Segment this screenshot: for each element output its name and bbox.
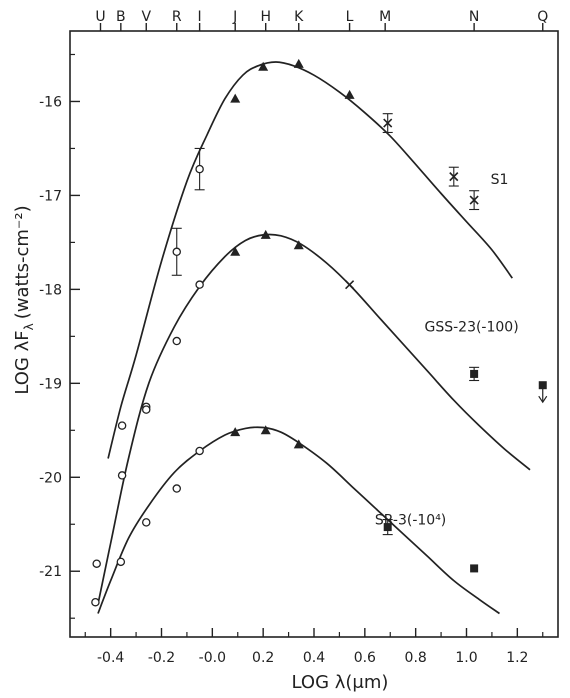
data-point-triangle <box>293 240 304 250</box>
series-labels: S1 GSS-23(-100) SR-3(-10⁴) <box>375 172 519 528</box>
y-tick-label: -18 <box>39 282 62 298</box>
x-axis-ticks: -0.4 -0.2 -0.0 0.2 0.4 0.6 0.8 1.0 1.2 <box>84 628 544 666</box>
series-label: GSS-23(-100) <box>424 320 518 336</box>
data-point-cross <box>469 195 479 205</box>
upper-limit-arrowhead <box>538 395 548 404</box>
data-point-circle <box>116 557 126 567</box>
x-tick-label: 1.2 <box>506 650 528 666</box>
series-label: S1 <box>491 172 509 188</box>
band-label: V <box>141 9 151 25</box>
y-axis-label-subscript: λ <box>22 323 36 330</box>
data-point-circle <box>195 280 204 289</box>
data-point-circle <box>117 471 127 480</box>
data-point-circle <box>172 247 181 257</box>
model-curve <box>97 233 531 605</box>
data-point-square <box>538 381 547 390</box>
data-point-square <box>470 369 479 378</box>
data-point-square <box>470 564 479 573</box>
data-point-circle <box>172 336 181 346</box>
x-tick-label: 0.8 <box>405 650 427 666</box>
data-point-circle <box>195 446 204 456</box>
data-point-circle <box>141 405 151 414</box>
band-label: B <box>116 9 126 25</box>
band-label: L <box>346 9 354 25</box>
y-tick-label: -21 <box>39 564 62 580</box>
data-point-cross <box>345 280 355 290</box>
data-point-circle <box>117 421 127 430</box>
data-point-square <box>383 523 392 532</box>
band-label: M <box>379 9 391 25</box>
data-point-triangle <box>230 93 241 103</box>
y-tick-label: -20 <box>39 470 62 486</box>
data-point-circle <box>195 164 204 174</box>
data-point-triangle <box>344 89 355 99</box>
data-point-cross <box>449 172 459 182</box>
data-point-circle <box>172 484 181 493</box>
data-point-triangle <box>260 229 271 239</box>
y-axis-ticks: -16 -17 -18 -19 -20 -21 <box>39 53 80 619</box>
y-axis-label: LOG λFλ (watts-cm⁻²) <box>12 205 36 394</box>
band-label: Q <box>537 9 548 25</box>
data-point-cross <box>383 118 393 128</box>
band-label: N <box>469 9 479 25</box>
band-label: J <box>232 9 237 25</box>
x-tick-label: -0.0 <box>199 650 226 666</box>
band-label: R <box>172 9 182 25</box>
x-tick-label: 0.2 <box>252 650 274 666</box>
data-point-circle <box>141 518 151 527</box>
data-point-triangle <box>293 58 304 68</box>
x-tick-label: 1.0 <box>455 650 477 666</box>
data-point-circle <box>92 559 101 568</box>
y-axis-label-units: (watts-cm⁻²) <box>12 205 33 319</box>
band-label: I <box>198 9 202 25</box>
data-point-triangle <box>258 61 269 71</box>
y-axis-label-main: LOG λF <box>12 330 33 394</box>
x-tick-label: 0.4 <box>303 650 325 666</box>
band-label: H <box>260 9 271 25</box>
x-tick-label: -0.4 <box>97 650 124 666</box>
data-point-triangle <box>260 425 271 435</box>
data-point-triangle <box>230 427 241 437</box>
band-label: K <box>294 9 304 25</box>
series-label: SR-3(-10⁴) <box>375 512 446 528</box>
model-curves <box>97 61 531 615</box>
x-tick-label: 0.6 <box>354 650 376 666</box>
y-axis-label-group: LOG λFλ (watts-cm⁻²) <box>12 205 36 394</box>
y-tick-label: -16 <box>39 94 62 110</box>
y-tick-label: -19 <box>39 376 62 392</box>
data-points <box>91 58 548 607</box>
band-label: U <box>95 9 105 25</box>
model-curve <box>107 61 513 459</box>
x-tick-label: -0.2 <box>148 650 175 666</box>
data-point-triangle <box>293 439 304 449</box>
model-curve <box>97 426 500 615</box>
data-point-triangle <box>230 246 241 256</box>
y-tick-label: -17 <box>39 188 62 204</box>
x-axis-label: LOG λ(μm) <box>292 672 389 693</box>
data-point-circle <box>91 597 100 607</box>
